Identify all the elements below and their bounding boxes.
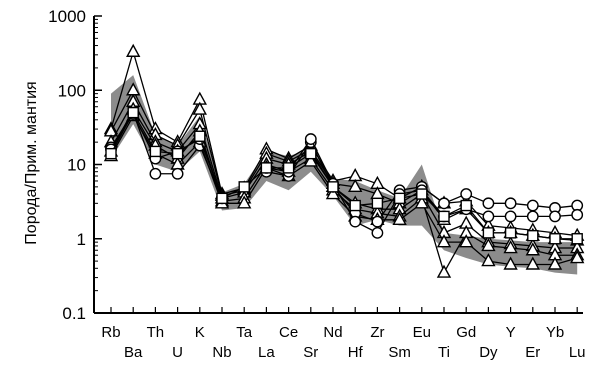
y-tick-label: 10 [67,156,86,175]
square-point [527,229,539,242]
square-point [416,188,428,200]
circle-point [526,199,539,212]
square-point [105,147,117,160]
circle-point [171,167,184,180]
triangle-point [547,256,563,270]
x-tick-label: Gd [456,324,476,341]
square-point [327,181,339,193]
x-tick-label: Hf [348,344,364,361]
x-tick-label: Ti [438,344,450,361]
circle-point [371,226,384,239]
triangle-point [481,237,496,252]
x-tick-label: Nd [323,324,342,341]
series-square [105,106,583,245]
triangle-point [436,264,452,278]
x-tick-label: Eu [413,324,431,341]
x-tick-label: Ba [124,344,143,361]
x-tick-label: Lu [569,344,586,361]
square-point [504,227,517,239]
circle-point [571,208,584,221]
circle-point [482,210,495,223]
y-tick-label: 0.1 [62,304,86,323]
triangle-point [325,186,341,200]
circle-point [549,210,561,223]
square-point [127,106,139,119]
x-tick-label: Ce [279,324,298,341]
triangle-point [503,256,518,270]
triangle-point [436,234,452,248]
triangle-point [348,168,363,182]
series-line [110,100,578,249]
triangle-point [481,253,496,267]
x-tick-label: Sr [303,344,318,361]
circle-point [504,197,517,210]
y-axis-ticks: 0.1 1 10 100 1000 [48,7,102,323]
circle-point [371,215,384,228]
square-point [216,192,228,205]
x-tick-label: Er [525,344,540,361]
triangle-point [392,211,407,225]
y-axis-label: Порода/Прим. мантия [23,81,40,244]
triangle-point [503,240,518,254]
square-point [393,192,406,205]
series-line [110,111,578,240]
y-tick-label: 1000 [48,7,86,26]
x-tick-label: Ta [236,324,253,341]
x-tick-label: Rb [101,324,120,341]
square-point [482,227,495,239]
triangle-point [126,43,141,57]
triangle-point [237,195,252,209]
x-tick-label: Nb [212,344,231,361]
square-point [260,162,273,174]
triangle-point [303,153,318,167]
triangle-point [414,195,429,209]
x-tick-label: K [195,324,205,341]
square-point [194,130,206,142]
x-tick-label: Th [147,324,165,341]
square-point [282,162,295,174]
circle-point [504,210,517,223]
circle-point [460,188,473,200]
y-tick-label: 1 [77,230,86,249]
x-tick-label: Yb [546,324,564,341]
x-tick-label: Zr [370,324,384,341]
triangle-point [348,178,363,193]
square-point [171,147,184,160]
x-tick-label: Dy [479,344,498,361]
y-tick-label: 100 [58,81,86,100]
square-point [438,210,450,223]
square-point [549,233,561,245]
square-point [571,233,583,245]
x-tick-label: U [172,344,183,361]
circle-point [304,133,317,145]
x-tick-label: Y [506,324,516,341]
square-point [238,181,250,193]
x-tick-label: Sm [388,344,411,361]
triangle-point [459,234,474,248]
square-point [349,199,361,212]
square-point [371,197,384,210]
square-point [460,199,472,212]
triangle-point [570,250,585,264]
triangle-point [525,256,540,270]
triangle-point [525,242,540,256]
series-line [110,49,578,237]
square-point [305,147,317,160]
circle-point [482,197,495,210]
circle-point [149,167,162,180]
circle-point [349,215,362,228]
triangle-point [192,101,207,115]
square-point [149,145,162,158]
series-line [110,114,578,266]
x-tick-label: La [258,344,275,361]
series-group [103,43,585,278]
circle-point [526,210,539,223]
circle-point [438,197,450,210]
